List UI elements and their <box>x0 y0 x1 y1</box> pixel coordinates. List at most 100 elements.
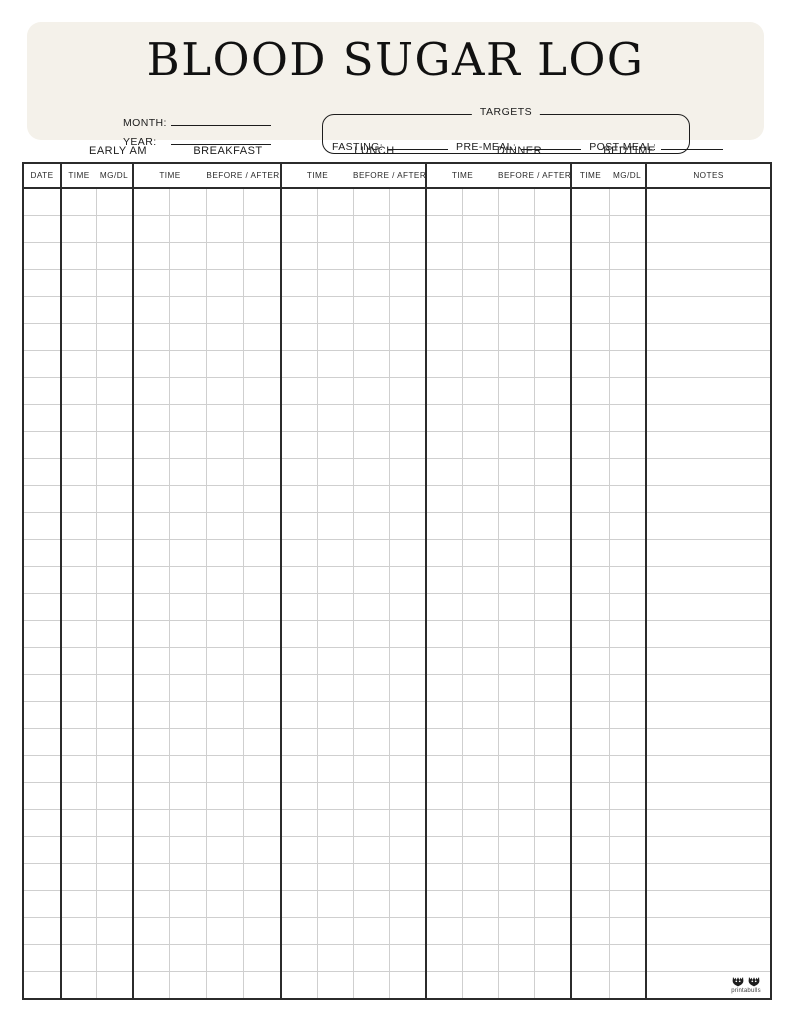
cell-early-am-time[interactable] <box>60 647 97 675</box>
cell-dinner-time[interactable] <box>462 674 499 702</box>
cell-dinner-time[interactable] <box>462 296 499 324</box>
cell-breakfast-before-after[interactable] <box>206 620 245 648</box>
cell-bedtime-time[interactable] <box>570 944 610 972</box>
cell-bedtime-time[interactable] <box>570 566 610 594</box>
cell-lunch-before-after[interactable] <box>389 944 427 972</box>
cell-notes-notes[interactable] <box>645 512 773 540</box>
cell-lunch-time[interactable] <box>317 971 354 1000</box>
cell-notes-notes[interactable] <box>645 701 773 729</box>
cell-dinner-before-after[interactable] <box>534 971 572 1000</box>
cell-breakfast-before-after[interactable] <box>206 593 245 621</box>
cell-dinner-before-after[interactable] <box>498 431 536 459</box>
cell-dinner-before-after[interactable] <box>498 512 536 540</box>
cell-lunch-before-after[interactable] <box>353 971 391 1000</box>
cell-early-am-time[interactable] <box>60 485 97 513</box>
cell-lunch-time[interactable] <box>317 755 354 783</box>
cell-lunch-before-after[interactable] <box>353 215 391 243</box>
cell-lunch-before-after[interactable] <box>353 647 391 675</box>
cell-dinner-before-after[interactable] <box>498 566 536 594</box>
cell-bedtime-mg-dl[interactable] <box>609 890 647 918</box>
cell-breakfast-time[interactable] <box>132 350 170 378</box>
cell-lunch-before-after[interactable] <box>389 323 427 351</box>
cell-lunch-before-after[interactable] <box>353 593 391 621</box>
cell-early-am-time[interactable] <box>60 458 97 486</box>
cell-dinner-before-after[interactable] <box>498 674 536 702</box>
cell-notes-notes[interactable] <box>645 242 773 270</box>
cell-early-am-mg-dl[interactable] <box>96 890 134 918</box>
cell-lunch-time[interactable] <box>280 215 318 243</box>
cell-early-am-time[interactable] <box>60 404 97 432</box>
cell-dinner-time[interactable] <box>462 863 499 891</box>
cell-date-date[interactable] <box>22 296 62 324</box>
cell-early-am-mg-dl[interactable] <box>96 296 134 324</box>
cell-breakfast-time[interactable] <box>132 944 170 972</box>
cell-early-am-time[interactable] <box>60 701 97 729</box>
cell-dinner-time[interactable] <box>462 593 499 621</box>
cell-lunch-before-after[interactable] <box>353 917 391 945</box>
cell-dinner-time[interactable] <box>462 647 499 675</box>
cell-lunch-before-after[interactable] <box>389 377 427 405</box>
cell-lunch-before-after[interactable] <box>353 458 391 486</box>
cell-early-am-mg-dl[interactable] <box>96 539 134 567</box>
cell-dinner-time[interactable] <box>462 485 499 513</box>
cell-breakfast-before-after[interactable] <box>206 431 245 459</box>
cell-lunch-before-after[interactable] <box>389 296 427 324</box>
cell-dinner-before-after[interactable] <box>534 782 572 810</box>
cell-dinner-before-after[interactable] <box>534 404 572 432</box>
cell-date-date[interactable] <box>22 593 62 621</box>
cell-breakfast-before-after[interactable] <box>206 458 245 486</box>
cell-lunch-before-after[interactable] <box>353 944 391 972</box>
cell-bedtime-mg-dl[interactable] <box>609 404 647 432</box>
cell-early-am-mg-dl[interactable] <box>96 566 134 594</box>
cell-bedtime-mg-dl[interactable] <box>609 971 647 1000</box>
cell-lunch-time[interactable] <box>280 755 318 783</box>
cell-dinner-time[interactable] <box>425 458 463 486</box>
cell-lunch-before-after[interactable] <box>353 566 391 594</box>
cell-date-date[interactable] <box>22 566 62 594</box>
cell-lunch-time[interactable] <box>280 836 318 864</box>
cell-lunch-before-after[interactable] <box>389 620 427 648</box>
cell-bedtime-mg-dl[interactable] <box>609 377 647 405</box>
cell-lunch-time[interactable] <box>317 215 354 243</box>
cell-breakfast-before-after[interactable] <box>243 188 282 216</box>
cell-dinner-time[interactable] <box>425 890 463 918</box>
cell-early-am-time[interactable] <box>60 188 97 216</box>
cell-early-am-time[interactable] <box>60 971 97 1000</box>
cell-date-date[interactable] <box>22 701 62 729</box>
cell-dinner-before-after[interactable] <box>498 323 536 351</box>
cell-early-am-mg-dl[interactable] <box>96 863 134 891</box>
cell-dinner-time[interactable] <box>425 566 463 594</box>
cell-date-date[interactable] <box>22 809 62 837</box>
cell-lunch-time[interactable] <box>317 674 354 702</box>
cell-breakfast-time[interactable] <box>132 188 170 216</box>
cell-dinner-time[interactable] <box>425 296 463 324</box>
cell-lunch-time[interactable] <box>280 917 318 945</box>
cell-dinner-time[interactable] <box>462 944 499 972</box>
cell-early-am-mg-dl[interactable] <box>96 944 134 972</box>
cell-dinner-time[interactable] <box>462 377 499 405</box>
cell-lunch-before-after[interactable] <box>389 728 427 756</box>
cell-bedtime-mg-dl[interactable] <box>609 782 647 810</box>
cell-lunch-time[interactable] <box>280 350 318 378</box>
cell-date-date[interactable] <box>22 485 62 513</box>
cell-bedtime-time[interactable] <box>570 755 610 783</box>
cell-dinner-time[interactable] <box>425 188 463 216</box>
cell-lunch-before-after[interactable] <box>353 809 391 837</box>
cell-early-am-time[interactable] <box>60 593 97 621</box>
cell-date-date[interactable] <box>22 512 62 540</box>
target-pre-meal-write-line[interactable] <box>521 149 582 150</box>
cell-early-am-mg-dl[interactable] <box>96 755 134 783</box>
cell-bedtime-time[interactable] <box>570 485 610 513</box>
cell-early-am-mg-dl[interactable] <box>96 647 134 675</box>
cell-breakfast-time[interactable] <box>132 485 170 513</box>
cell-lunch-time[interactable] <box>317 431 354 459</box>
cell-early-am-mg-dl[interactable] <box>96 431 134 459</box>
cell-breakfast-time[interactable] <box>132 674 170 702</box>
cell-bedtime-time[interactable] <box>570 728 610 756</box>
cell-breakfast-before-after[interactable] <box>243 377 282 405</box>
cell-notes-notes[interactable] <box>645 323 773 351</box>
cell-early-am-mg-dl[interactable] <box>96 620 134 648</box>
cell-early-am-mg-dl[interactable] <box>96 836 134 864</box>
cell-date-date[interactable] <box>22 944 62 972</box>
cell-breakfast-time[interactable] <box>169 674 207 702</box>
